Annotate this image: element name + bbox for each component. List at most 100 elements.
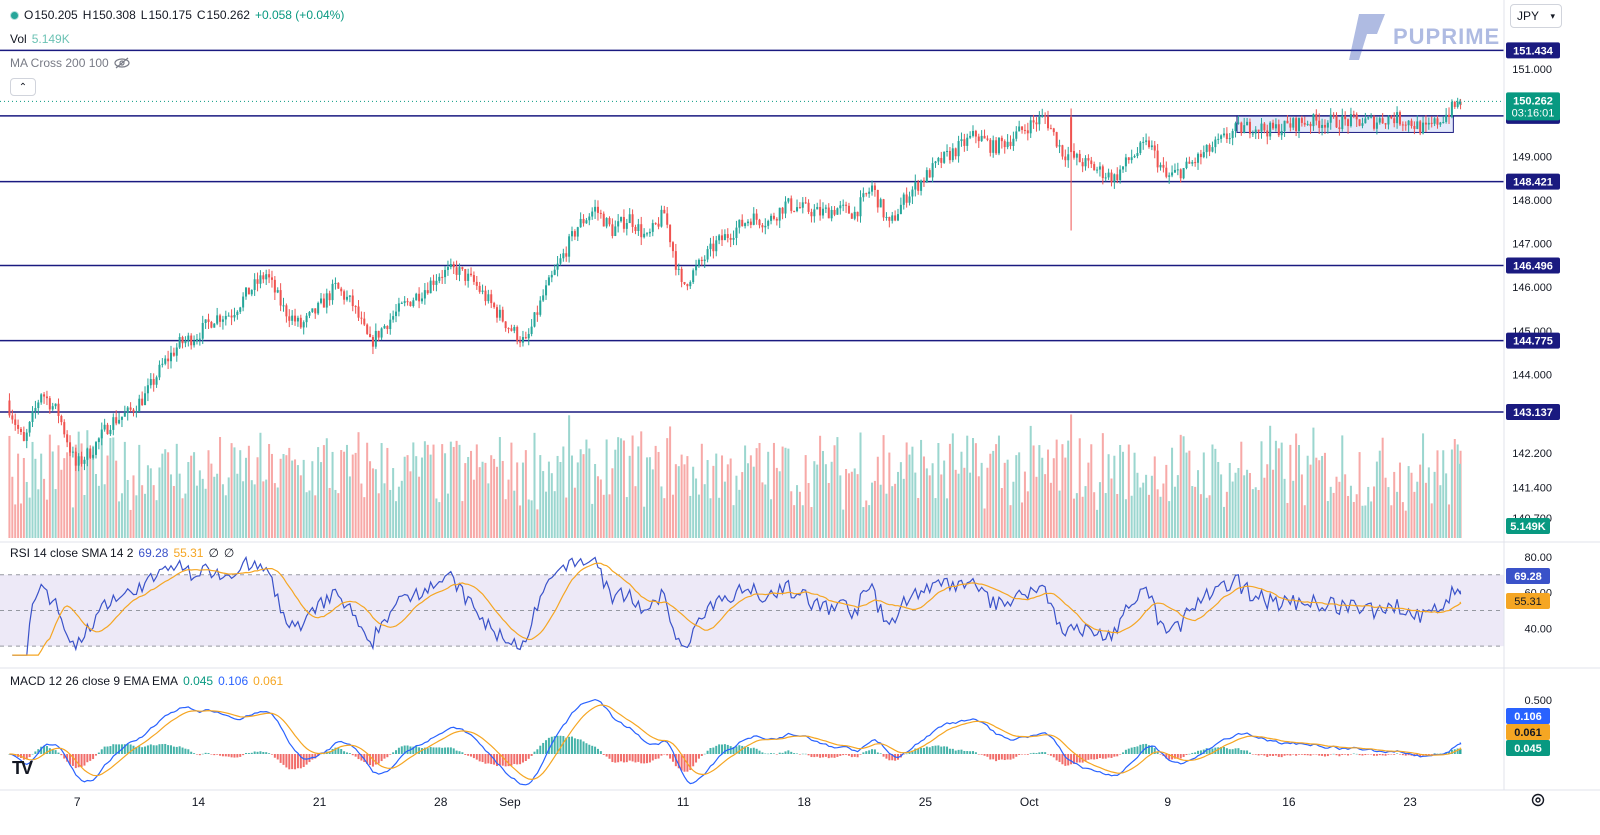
candle-body (109, 429, 112, 435)
macd-hist-bar (149, 744, 152, 754)
candle-body (1075, 153, 1078, 158)
candle-body (1003, 141, 1006, 148)
candle (383, 324, 386, 329)
candle (239, 306, 242, 314)
macd-hist-bar (666, 754, 669, 756)
candle-body (230, 315, 233, 318)
candle-body (285, 305, 288, 317)
candle-body (279, 290, 282, 306)
volume-bar (1104, 493, 1107, 538)
candle (74, 447, 77, 472)
candle (695, 259, 698, 276)
volume-bar (412, 442, 415, 538)
candle-body (1041, 115, 1044, 117)
volume-bar (1367, 486, 1370, 538)
candle-body (1101, 166, 1104, 179)
candle (1067, 146, 1070, 168)
currency-dropdown[interactable]: JPY ▾ (1510, 4, 1562, 28)
macd-hist-bar (1023, 754, 1026, 755)
macd-hist-bar (1318, 754, 1321, 756)
macd-hist-bar (937, 745, 940, 754)
candle-body (92, 454, 95, 458)
macd-hist-bar (931, 746, 934, 754)
macd-hist-bar (348, 753, 351, 754)
macd-hist-bar (1381, 754, 1384, 756)
candle (1116, 167, 1119, 184)
key-level-tag-bg (1506, 173, 1560, 190)
macd-value-tag: 0.106 (1506, 708, 1550, 724)
volume-bar (17, 453, 20, 538)
macd-legend[interactable]: MACD 12 26 close 9 EMA EMA 0.045 0.106 0… (10, 674, 283, 688)
candle (190, 333, 193, 350)
macd-hist-bar (1159, 754, 1162, 755)
candle (1450, 99, 1453, 119)
volume-bar (1373, 486, 1376, 538)
macd-hist-bar (1168, 754, 1171, 760)
collapse-legend-button[interactable]: ⌃ (10, 78, 36, 96)
candle (1260, 118, 1263, 139)
volume-bar (175, 443, 178, 538)
candle (1009, 135, 1012, 150)
candle (279, 283, 282, 312)
candle-body (305, 315, 308, 323)
macd-hist-bar (426, 748, 429, 754)
candle (320, 293, 323, 305)
volume-bar (804, 455, 807, 538)
volume-bar (481, 461, 484, 538)
gear-icon[interactable] (1530, 792, 1546, 813)
macd-hist-bar (449, 747, 452, 754)
macd-hist-bar (807, 754, 810, 756)
candle (184, 336, 187, 348)
volume-bar (1312, 427, 1315, 538)
candle-body (946, 150, 949, 152)
eye-off-icon[interactable] (114, 57, 130, 69)
candle (302, 320, 305, 335)
candle-body (651, 223, 654, 232)
candle (201, 315, 204, 345)
macd-hist-bar (360, 754, 363, 761)
candle-body (1006, 141, 1009, 148)
candle-body (576, 227, 579, 237)
macd-hist-bar (190, 751, 193, 754)
macd-hist-bar (1378, 754, 1381, 756)
volume-bar (868, 505, 871, 538)
candle-body (45, 396, 48, 399)
volume-bar (1246, 469, 1249, 538)
candle (1453, 100, 1456, 109)
macd-hist-bar (922, 747, 925, 754)
volume-bar (1075, 493, 1078, 538)
candle-body (11, 415, 14, 420)
rsi-legend[interactable]: RSI 14 close SMA 14 2 69.28 55.31 ∅ ∅ (10, 546, 234, 560)
macd-hist-bar (276, 754, 279, 760)
candle-body (856, 211, 859, 217)
candle (1277, 119, 1280, 138)
candle (31, 406, 34, 428)
candle-body (674, 251, 677, 270)
candle-body (1165, 167, 1168, 177)
candle-body (1341, 115, 1344, 130)
macd-hist-bar (1124, 749, 1127, 754)
candle (1430, 116, 1433, 128)
ma-legend[interactable]: MA Cross 200 100 (10, 56, 130, 70)
macd-hist-bar (839, 754, 842, 756)
candle-body (270, 277, 273, 280)
candle-body (34, 408, 37, 412)
candle (227, 312, 230, 317)
candle-body (521, 337, 524, 343)
volume-bar (1427, 467, 1430, 538)
candle (472, 271, 475, 285)
tradingview-logo[interactable]: TV (12, 758, 33, 778)
volume-bar (1214, 448, 1217, 538)
candle (172, 347, 175, 357)
volume-legend[interactable]: Vol 5.149K (10, 32, 70, 46)
candle-body (943, 151, 946, 163)
candle (112, 413, 115, 436)
macd-hist-bar (1228, 749, 1231, 754)
candle-body (470, 273, 473, 276)
candle (19, 427, 22, 435)
candle-body (1000, 137, 1003, 142)
candle-body (746, 221, 749, 224)
macd-hist-bar (389, 754, 392, 755)
